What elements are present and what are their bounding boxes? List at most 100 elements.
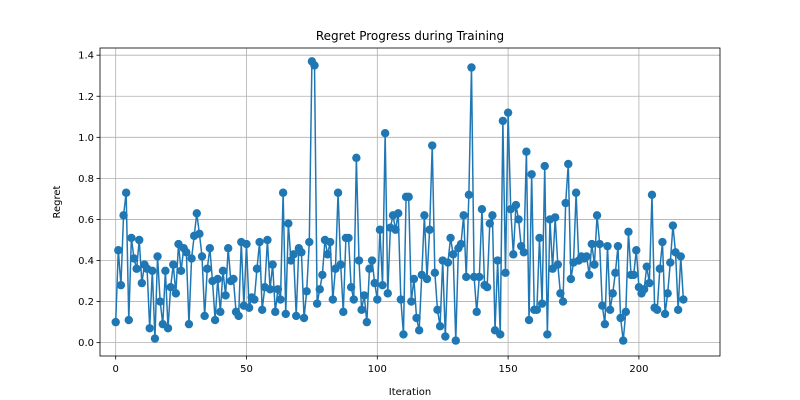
- data-point: [571, 188, 581, 197]
- data-point: [592, 211, 602, 220]
- data-point: [425, 225, 434, 234]
- data-point: [561, 198, 570, 208]
- data-point: [268, 260, 277, 269]
- data-point: [543, 330, 552, 339]
- data-point: [161, 266, 170, 275]
- data-point: [150, 334, 160, 343]
- data-point: [273, 285, 283, 294]
- data-point: [318, 270, 327, 280]
- data-point: [289, 250, 298, 259]
- data-point: [137, 278, 147, 288]
- data-point: [420, 211, 429, 220]
- data-point: [357, 305, 366, 314]
- data-point: [493, 256, 502, 265]
- data-point: [187, 254, 196, 263]
- data-point: [550, 213, 560, 222]
- data-point: [441, 332, 450, 341]
- data-point: [629, 270, 638, 280]
- data-point: [632, 246, 641, 255]
- data-point: [428, 141, 437, 150]
- x-tick-label: 100: [368, 364, 387, 375]
- data-point: [216, 307, 225, 317]
- data-point: [339, 307, 348, 317]
- data-point: [673, 305, 683, 314]
- data-point: [373, 295, 382, 304]
- data-point: [114, 246, 123, 255]
- y-tick-label: 1.0: [78, 133, 94, 144]
- x-tick-label: 200: [629, 364, 648, 375]
- data-point: [305, 237, 314, 247]
- data-point: [349, 295, 358, 304]
- data-point: [613, 241, 623, 251]
- data-point: [472, 307, 481, 317]
- data-point: [176, 266, 186, 275]
- x-axis-label: Iteration: [389, 387, 431, 398]
- data-point: [511, 200, 521, 210]
- data-point: [124, 315, 133, 325]
- data-point: [203, 264, 212, 273]
- data-point: [297, 248, 306, 257]
- data-point: [540, 161, 549, 171]
- data-point: [647, 190, 657, 200]
- data-point: [553, 260, 563, 269]
- data-point: [582, 252, 591, 261]
- data-point: [315, 285, 324, 294]
- data-point: [585, 270, 594, 280]
- ticks: 0 50 100 150 200 0.0 0.2 0.4 0.6 0.8 1.0 1.2 1.4: [78, 51, 648, 375]
- data-point: [522, 147, 531, 156]
- y-tick-label: 1.2: [78, 92, 94, 103]
- data-point: [375, 225, 385, 234]
- data-point: [111, 317, 120, 327]
- data-point: [278, 188, 288, 197]
- data-point: [155, 297, 165, 306]
- data-point: [519, 248, 528, 257]
- data-point: [595, 239, 604, 249]
- data-point: [430, 268, 440, 278]
- data-point: [621, 307, 631, 317]
- data-point: [462, 272, 471, 282]
- data-point: [394, 209, 403, 218]
- data-point: [600, 319, 610, 329]
- data-point: [564, 159, 573, 169]
- data-point: [537, 299, 547, 308]
- data-point: [378, 280, 387, 290]
- data-point: [129, 254, 139, 263]
- data-point: [608, 289, 617, 298]
- data-point: [221, 291, 230, 300]
- data-point: [509, 250, 518, 259]
- data-point: [605, 305, 615, 314]
- data-point: [503, 108, 513, 117]
- data-point: [333, 188, 343, 197]
- data-point: [501, 268, 510, 278]
- data-point: [352, 153, 361, 163]
- data-point: [399, 330, 408, 339]
- data-point: [676, 252, 685, 261]
- data-point: [323, 250, 332, 259]
- data-point: [265, 285, 275, 294]
- chart-title: Regret Progress during Training: [316, 29, 504, 43]
- data-point: [498, 116, 508, 126]
- data-point: [446, 233, 455, 243]
- data-point: [558, 297, 568, 306]
- x-tick-label: 0: [113, 364, 119, 375]
- data-point: [310, 61, 319, 70]
- data-point: [276, 295, 285, 304]
- data-point: [658, 237, 667, 247]
- data-point: [598, 301, 607, 310]
- data-point: [459, 211, 468, 220]
- y-axis-label: Regret: [52, 185, 63, 218]
- data-point: [182, 248, 191, 257]
- data-point: [433, 305, 442, 314]
- data-point: [412, 313, 421, 323]
- data-point: [496, 330, 505, 339]
- data-point: [383, 289, 392, 298]
- data-point: [482, 283, 492, 292]
- data-point: [171, 289, 181, 298]
- data-point: [346, 283, 356, 292]
- data-point: [660, 309, 670, 319]
- data-point: [668, 221, 678, 230]
- data-point: [169, 260, 178, 269]
- data-point: [360, 291, 369, 300]
- data-point: [257, 305, 267, 314]
